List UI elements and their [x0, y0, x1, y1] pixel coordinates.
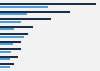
Bar: [0, 66, 10, 68]
Bar: [0, 13, 27, 15]
Bar: [0, 58, 10, 60]
Bar: [0, 26, 33, 28]
Bar: [0, 6, 48, 8]
Bar: [0, 43, 12, 45]
Bar: [0, 33, 28, 35]
Bar: [0, 36, 24, 38]
Bar: [0, 18, 51, 20]
Bar: [0, 51, 10, 53]
Bar: [0, 3, 96, 5]
Bar: [0, 41, 21, 43]
Bar: [0, 28, 14, 30]
Bar: [0, 63, 14, 65]
Bar: [0, 48, 21, 50]
Bar: [0, 11, 70, 13]
Bar: [0, 56, 18, 58]
Bar: [0, 21, 21, 23]
